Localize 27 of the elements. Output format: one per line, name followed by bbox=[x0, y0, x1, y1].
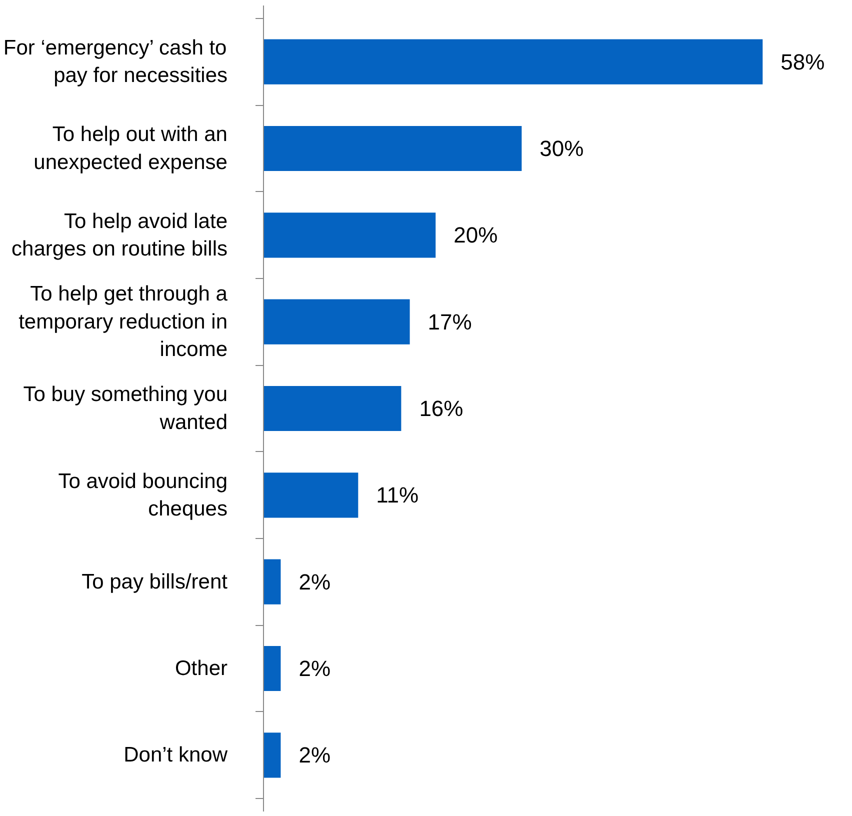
bar bbox=[264, 646, 281, 692]
data-label: 30% bbox=[540, 136, 584, 161]
y-tick-label: To avoid bouncing cheques bbox=[58, 470, 228, 520]
data-label: 2% bbox=[298, 742, 331, 768]
bar bbox=[264, 559, 281, 604]
bar bbox=[264, 472, 358, 518]
bar bbox=[264, 126, 522, 172]
bar bbox=[264, 212, 436, 258]
data-label: 17% bbox=[428, 309, 472, 334]
bar bbox=[264, 386, 402, 432]
y-tick-label: Other bbox=[174, 657, 228, 680]
y-tick-label: For ‘emergency’ cash to pay for necessities bbox=[3, 36, 228, 88]
data-label: 16% bbox=[419, 396, 464, 421]
data-label: 20% bbox=[454, 222, 498, 248]
data-label: 58% bbox=[780, 49, 825, 74]
y-tick-label: To help get through a temporary reduction in income bbox=[18, 282, 228, 361]
y-tick-label: To buy something you wanted bbox=[23, 383, 228, 434]
data-label: 11% bbox=[376, 482, 419, 508]
y-tick-label: To help avoid late charges on routine bills bbox=[12, 210, 228, 260]
bar bbox=[264, 39, 763, 84]
data-label: 2% bbox=[298, 569, 331, 594]
bar bbox=[264, 732, 281, 778]
bar bbox=[264, 299, 410, 344]
y-tick-label: Don’t know bbox=[124, 744, 228, 767]
y-tick-label: To pay bills/rent bbox=[82, 570, 228, 594]
y-tick-label: To help out with an unexpected expense bbox=[34, 123, 228, 174]
data-label: 2% bbox=[298, 656, 331, 681]
